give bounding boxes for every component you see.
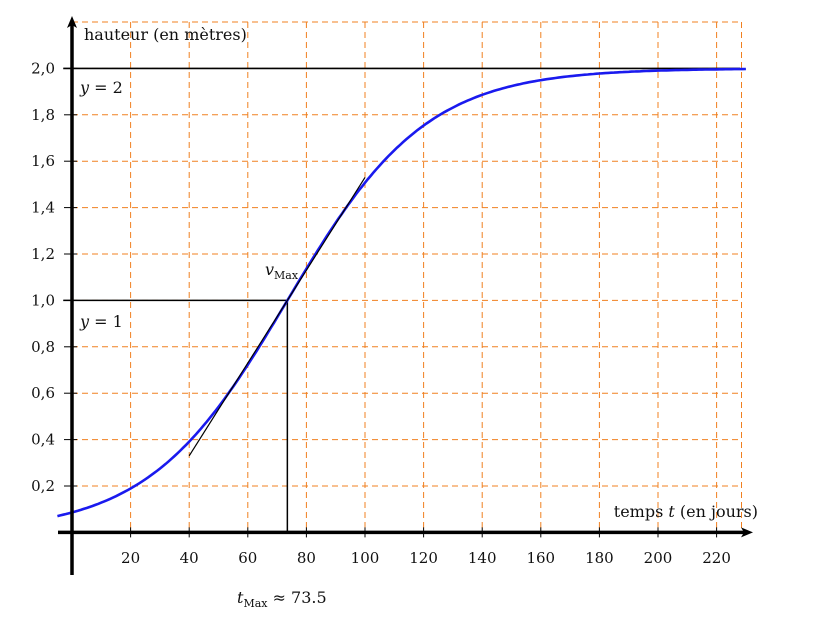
x-tick-label: 100 <box>351 549 380 567</box>
asymptote-label-y2: y = 2 <box>79 78 123 97</box>
asymptote-label-y1: y = 1 <box>79 312 123 331</box>
y-tick-label: 2,0 <box>31 59 55 77</box>
growth-curve <box>57 67 746 518</box>
y-tick-label: 1,6 <box>31 152 55 170</box>
x-tick-label: 40 <box>180 549 199 567</box>
axes <box>58 16 753 575</box>
x-axis-arrow-icon <box>741 527 753 538</box>
x-tick-label: 80 <box>297 549 316 567</box>
x-tick-label: 120 <box>409 549 438 567</box>
vmax-label: vMax <box>265 260 299 282</box>
y-tick-label: 0,6 <box>31 384 55 402</box>
y-tick-label: 1,4 <box>31 199 55 217</box>
reference-lines <box>63 67 740 533</box>
y-tick-label: 0,2 <box>31 477 55 495</box>
tick-labels: 20 40 60 80 100 120 140 160 180 200 220 0,2 0,4 0,6 0,… <box>31 59 731 567</box>
tmax-label: tMax ≈ 73.5 <box>237 588 327 610</box>
x-tick-label: 180 <box>585 549 614 567</box>
y-axis-label: hauteur (en mètres) <box>84 25 247 44</box>
y-tick-label: 1,0 <box>31 291 55 309</box>
x-tick-label: 140 <box>468 549 497 567</box>
y-tick-label: 0,8 <box>31 338 55 356</box>
x-tick-label: 200 <box>644 549 673 567</box>
grid <box>72 21 743 533</box>
y-axis-arrow-icon <box>67 16 77 28</box>
x-tick-label: 60 <box>238 549 257 567</box>
y-tick-label: 0,4 <box>31 431 55 449</box>
tangent-line <box>188 177 366 457</box>
y-tick-label: 1,2 <box>31 245 55 263</box>
x-axis-label: temps t (en jours) <box>614 502 758 521</box>
x-tick-label: 20 <box>121 549 140 567</box>
x-tick-label: 220 <box>702 549 731 567</box>
y-tick-label: 1,8 <box>31 106 55 124</box>
x-tick-label: 160 <box>526 549 555 567</box>
